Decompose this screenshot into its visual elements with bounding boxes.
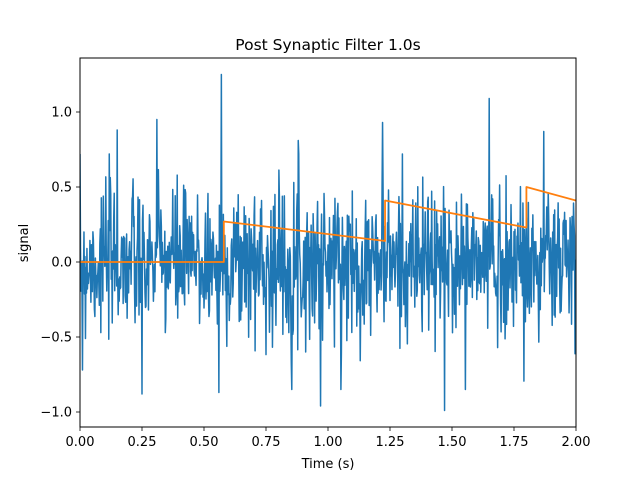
x-tick-label: 1.75 [500,435,529,450]
y-tick-label: 0.5 [51,181,72,196]
series-line-filtered [80,186,576,263]
x-tick-label: 0.00 [66,435,95,450]
x-tick-label: 0.50 [190,435,219,450]
plot-area [80,73,576,412]
y-tick-label: −1.0 [40,406,72,421]
x-axis-label: Time (s) [301,457,355,472]
y-tick-label: −0.5 [40,331,72,346]
y-axis-label: signal [17,224,32,262]
x-tick-label: 0.25 [128,435,157,450]
chart-title: Post Synaptic Filter 1.0s [235,36,420,54]
x-tick-label: 1.25 [376,435,405,450]
series-line-noise [80,73,576,412]
y-tick-label: 0.0 [51,256,72,271]
x-axis: 0.00 0.25 0.50 0.75 1.00 1.25 1.50 1.75 2.00 [66,427,591,450]
x-tick-label: 2.00 [562,435,591,450]
series-layer [80,73,576,412]
x-tick-label: 0.75 [252,435,281,450]
x-tick-label: 1.00 [314,435,343,450]
y-axis: −1.0 −0.5 0.0 0.5 1.0 [40,106,80,421]
y-tick-label: 1.0 [51,106,72,121]
x-tick-label: 1.50 [438,435,467,450]
